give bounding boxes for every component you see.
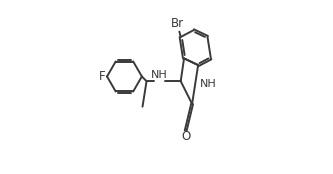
- Text: F: F: [98, 70, 105, 83]
- Text: NH: NH: [200, 79, 217, 89]
- Text: O: O: [181, 130, 190, 143]
- Text: Br: Br: [170, 17, 184, 30]
- Text: NH: NH: [151, 70, 167, 80]
